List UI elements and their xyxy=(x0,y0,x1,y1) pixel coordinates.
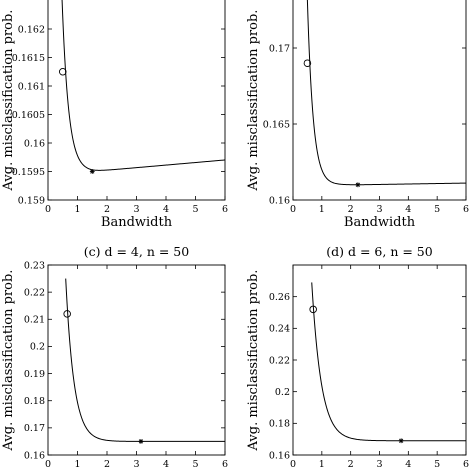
x-tick-label: 1 xyxy=(319,204,325,215)
panel-title: (a) d = 2, n = 50 xyxy=(84,0,190,1)
marker-star-stroke xyxy=(138,439,144,444)
chart-panel-2: (b) d = 2, n = 50 0 1 2 3 4 5 6 0.16 0.165 0.17 Ban… xyxy=(246,0,469,230)
y-axis-label: Avg. misclassification prob. xyxy=(246,270,261,452)
x-tick-label: 4 xyxy=(405,459,411,470)
x-tick-label: 1 xyxy=(319,459,325,470)
x-axis-label: Bandwidth xyxy=(344,215,416,230)
y-tick-label: 0.162 xyxy=(18,24,45,35)
chart-panel-4: (d) d = 6, n = 50 0 1 2 3 4 5 6 0.16 0.18 0.2 0.22 0… xyxy=(246,244,469,470)
x-tick-label: 5 xyxy=(434,204,440,215)
x-tick-label: 3 xyxy=(133,459,139,470)
x-tick-label: 1 xyxy=(74,459,80,470)
y-tick-label: 0.1615 xyxy=(12,53,45,64)
y-tick-label: 0.1595 xyxy=(12,167,45,178)
x-tick-label: 4 xyxy=(405,204,411,215)
axes-box xyxy=(292,0,467,201)
y-axis-label: Avg. misclassification prob. xyxy=(246,10,261,192)
x-tick-label: 1 xyxy=(74,204,80,215)
series-line xyxy=(61,0,225,171)
y-tick-label: 0.22 xyxy=(269,355,290,366)
x-tick-label: 3 xyxy=(376,459,382,470)
x-axis-label: Bandwidth xyxy=(101,215,173,230)
y-tick-label: 0.161 xyxy=(18,81,45,92)
y-tick-label: 0.22 xyxy=(24,287,45,298)
x-tick-label: 2 xyxy=(104,204,110,215)
y-tick-label: 0.2 xyxy=(275,387,290,398)
x-tick-label: 0 xyxy=(45,204,51,215)
y-tick-label: 0.24 xyxy=(269,324,290,335)
panel-title: (c) d = 4, n = 50 xyxy=(84,244,189,259)
chart-panel-3: (c) d = 4, n = 50 0 1 2 3 4 5 6 0.16 0.17 0.18 0.19… xyxy=(1,244,228,470)
y-tick-label: 0.16 xyxy=(24,450,45,461)
marker-circle xyxy=(309,305,317,314)
y-tick-label: 0.19 xyxy=(24,369,45,380)
x-tick-label: 2 xyxy=(348,459,354,470)
x-tick-label: 0 xyxy=(290,204,296,215)
chart-panel-1: (a) d = 2, n = 5001234560.1590.15950.160… xyxy=(1,0,228,230)
y-tick-label: 0.2 xyxy=(30,342,45,353)
x-tick-label: 4 xyxy=(163,459,169,470)
series-line xyxy=(311,282,466,442)
y-tick-label: 0.17 xyxy=(269,43,290,54)
x-tick-label: 5 xyxy=(192,204,198,215)
marker-star xyxy=(89,169,95,174)
x-tick-label: 6 xyxy=(222,204,228,215)
marker-star-stroke xyxy=(90,169,95,174)
y-tick-label: 0.21 xyxy=(24,315,45,326)
y-tick-label: 0.16 xyxy=(269,450,290,461)
marker-circle xyxy=(303,59,312,67)
panel-title: (b) d = 2, n = 50 xyxy=(326,0,432,1)
axes-box xyxy=(47,0,226,201)
marker-circle xyxy=(63,310,71,318)
marker-star xyxy=(138,439,144,444)
y-tick-label: 0.165 xyxy=(263,119,290,130)
x-tick-label: 5 xyxy=(434,459,440,470)
x-tick-label: 4 xyxy=(163,204,169,215)
marker-star xyxy=(398,438,404,444)
panel-title: (d) d = 6, n = 50 xyxy=(326,244,432,259)
x-tick-label: 6 xyxy=(463,204,469,215)
y-tick-label: 0.16 xyxy=(24,138,45,149)
marker-star-stroke xyxy=(399,438,404,443)
y-tick-label: 0.1605 xyxy=(12,110,45,121)
series-line xyxy=(65,278,225,442)
x-tick-label: 6 xyxy=(463,459,469,470)
x-tick-label: 2 xyxy=(348,204,354,215)
axes-box xyxy=(292,264,467,456)
y-tick-label: 0.18 xyxy=(24,396,45,407)
x-tick-label: 3 xyxy=(376,204,382,215)
y-tick-label: 0.16 xyxy=(269,195,290,206)
y-tick-label: 0.17 xyxy=(24,423,45,434)
y-tick-label: 0.23 xyxy=(24,260,45,271)
axes-box xyxy=(47,264,226,456)
x-tick-label: 5 xyxy=(192,459,198,470)
x-tick-label: 0 xyxy=(45,459,51,470)
y-tick-label: 0.26 xyxy=(269,292,290,303)
series-line xyxy=(306,0,466,186)
x-tick-label: 3 xyxy=(133,204,139,215)
marker-star-stroke xyxy=(355,182,360,187)
y-axis-label: Avg. misclassification prob. xyxy=(1,270,16,452)
x-tick-label: 6 xyxy=(222,459,228,470)
marker-circle xyxy=(59,67,67,76)
y-axis-label: Avg. misclassification prob. xyxy=(1,10,16,192)
x-tick-label: 2 xyxy=(104,459,110,470)
marker-star xyxy=(355,182,361,188)
y-tick-label: 0.159 xyxy=(18,195,45,206)
x-tick-label: 0 xyxy=(290,459,296,470)
y-tick-label: 0.18 xyxy=(269,419,290,430)
